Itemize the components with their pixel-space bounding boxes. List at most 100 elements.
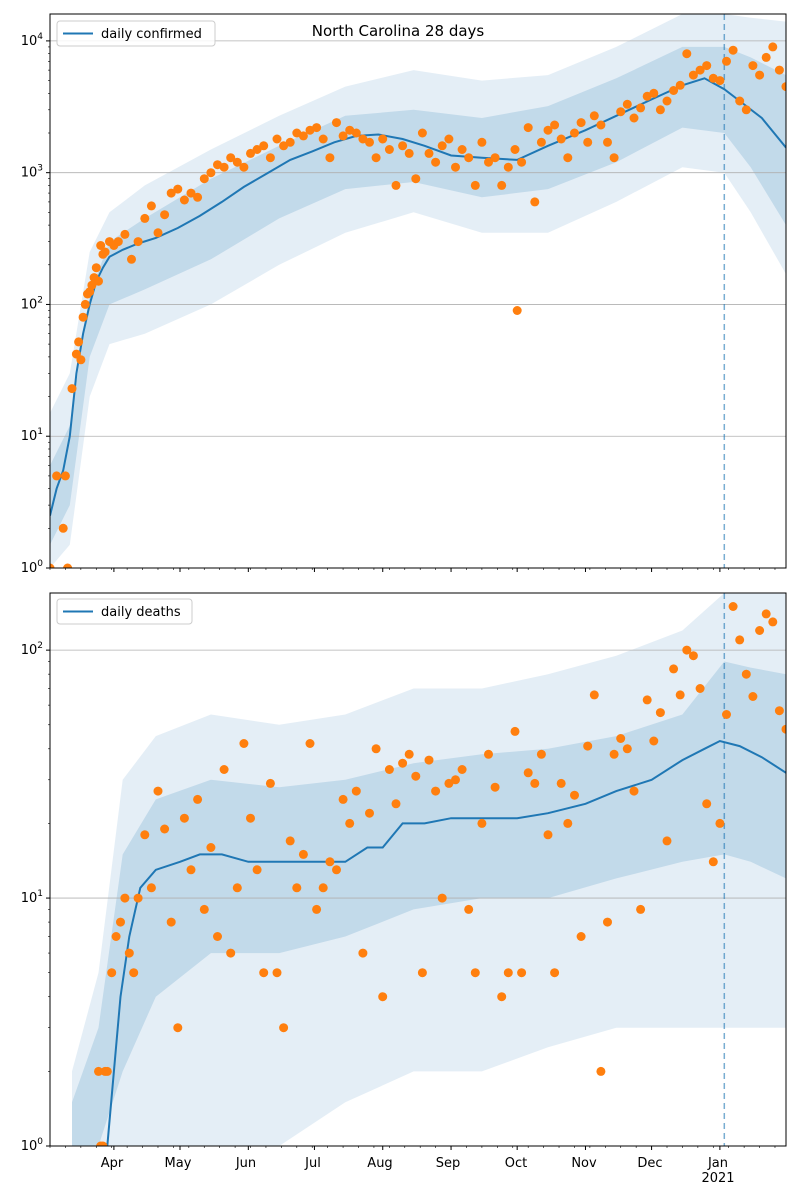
confirmed-data-point (530, 197, 540, 207)
confirmed-data-point (239, 162, 249, 172)
deaths-data-point (662, 836, 672, 846)
deaths-data-point (622, 744, 632, 754)
deaths-data-point (715, 818, 725, 828)
deaths-data-point (173, 1023, 183, 1033)
confirmed-data-point (338, 131, 348, 141)
confirmed-data-point (265, 153, 275, 163)
confirmed-data-point (774, 65, 784, 75)
deaths-data-point (272, 968, 282, 978)
month-label-dec: Dec (637, 1156, 662, 1171)
deaths-data-point (378, 992, 388, 1002)
deaths-data-point (404, 749, 414, 759)
confirmed-data-point (570, 128, 579, 138)
confirmed-data-point (384, 145, 394, 154)
confirmed-data-point (536, 137, 546, 147)
deaths-plot-area (50, 593, 786, 1146)
confirmed-plot-area (50, 14, 786, 568)
confirmed-data-point (722, 56, 731, 66)
deaths-data-point (603, 917, 612, 927)
deaths-data-point (470, 968, 480, 978)
deaths-data-point (741, 669, 751, 679)
confirmed-y-tick-label: 102 (21, 295, 43, 312)
deaths-y-tick-label: 102 (21, 641, 43, 658)
confirmed-median-series (50, 77, 786, 516)
deaths-data-point (285, 836, 295, 846)
deaths-data-point (252, 865, 262, 875)
confirmed-data-point (52, 471, 62, 481)
deaths-data-point (298, 849, 308, 859)
deaths-data-point (583, 741, 593, 751)
deaths-data-point (246, 813, 255, 823)
confirmed-data-point (199, 174, 209, 184)
legend-frame (56, 598, 193, 625)
deaths-data-point (735, 635, 745, 645)
deaths-band-inner (72, 661, 786, 1146)
confirmed-data-point (437, 141, 447, 151)
deaths-data-point (417, 968, 427, 978)
confirmed-data-point (63, 563, 73, 568)
confirmed-data-point (411, 174, 421, 184)
confirmed-data-point (166, 188, 176, 198)
confirmed-axes-frame (49, 13, 787, 569)
confirmed-data-point (80, 299, 90, 309)
chart-title: North Carolina 28 days (312, 22, 485, 40)
confirmed-data-point (96, 241, 106, 250)
month-label-jan: Jan (707, 1156, 728, 1171)
confirmed-data-point (87, 280, 97, 290)
deaths-data-point (199, 904, 209, 914)
confirmed-data-point (318, 134, 328, 144)
deaths-x-ticks (49, 1146, 776, 1150)
confirmed-data-point (298, 131, 308, 141)
deaths-data-point (129, 968, 139, 978)
deaths-data-point (688, 651, 698, 661)
confirmed-outlier-point (512, 306, 522, 315)
deaths-data-point (116, 917, 125, 927)
confirmed-data-point (252, 145, 262, 154)
deaths-data-point (497, 992, 507, 1002)
confirmed-data-point (312, 123, 322, 133)
confirmed-data-point (94, 276, 103, 286)
confirmed-data-point (563, 153, 573, 163)
deaths-data-point (338, 794, 348, 804)
deaths-axes-frame (49, 592, 787, 1147)
confirmed-data-point (398, 141, 408, 151)
deaths-data-point (232, 883, 242, 893)
deaths-data-point (98, 1141, 108, 1146)
confirmed-data-point (470, 180, 480, 190)
confirmed-x-ticks (49, 568, 776, 572)
deaths-legend[interactable]: daily deaths (56, 598, 193, 625)
confirmed-data-point (351, 128, 361, 138)
confirmed-data-point (583, 137, 593, 147)
confirmed-data-point (576, 118, 586, 128)
confirmed-data-point (543, 125, 553, 135)
year-label: 2021 (701, 1171, 734, 1186)
deaths-band-outer (72, 593, 786, 1146)
deaths-data-point (576, 932, 586, 941)
confirmed-data-point (193, 192, 203, 202)
deaths-data-point (133, 893, 143, 903)
confirmed-data-point (365, 137, 374, 147)
deaths-data-point (124, 948, 134, 958)
confirmed-data-point (444, 134, 454, 144)
confirmed-data-point (232, 157, 242, 167)
confirmed-data-point (735, 96, 745, 106)
confirmed-data-point (649, 88, 659, 98)
confirmed-data-point (332, 118, 341, 128)
confirmed-data-point (589, 111, 599, 121)
confirmed-data-point (609, 153, 619, 163)
confirmed-legend[interactable]: daily confirmed (56, 20, 216, 47)
deaths-data-point (102, 1066, 112, 1076)
confirmed-data-point (179, 195, 189, 205)
confirmed-y-tick-label: 101 (21, 427, 43, 444)
deaths-data-point (649, 736, 659, 746)
deaths-data-point (120, 893, 130, 903)
month-label-aug: Aug (367, 1156, 392, 1171)
deaths-data-point (682, 645, 692, 655)
confirmed-data-point (272, 134, 282, 144)
deaths-grid (50, 649, 786, 899)
confirmed-data-point (457, 145, 467, 154)
deaths-data-point (503, 968, 513, 978)
confirmed-data-point (695, 65, 705, 75)
confirmed-data-point (596, 120, 606, 130)
